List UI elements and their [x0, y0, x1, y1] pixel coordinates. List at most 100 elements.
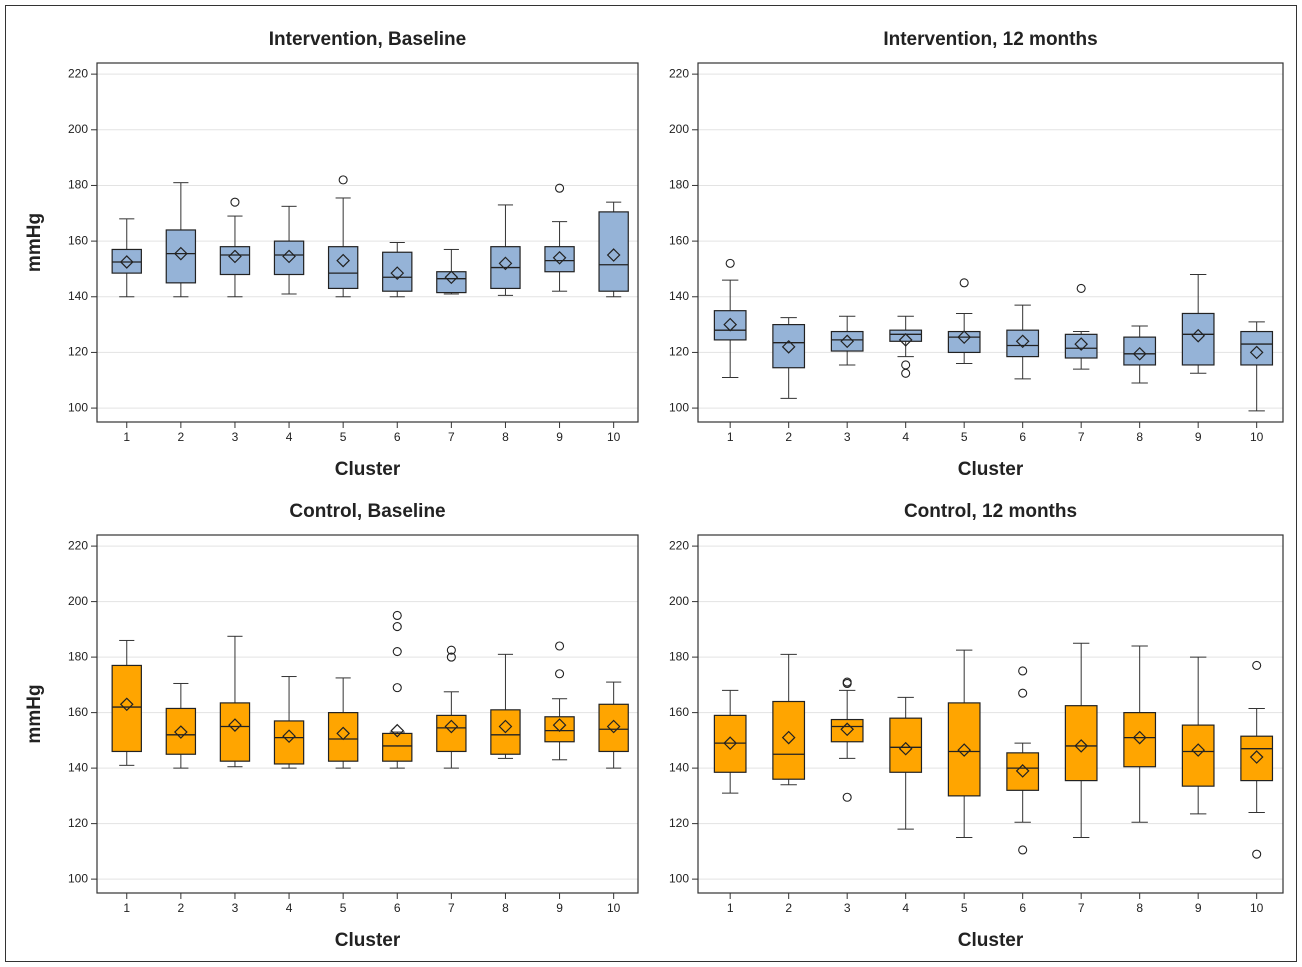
mean-marker: [119, 697, 134, 712]
outlier: [1018, 845, 1028, 855]
y-tick-label: 100: [68, 400, 88, 414]
mean-marker: [174, 725, 188, 739]
box: [436, 271, 467, 294]
box: [1181, 312, 1215, 366]
box: [544, 716, 575, 743]
x-tick-label: 1: [123, 430, 130, 444]
y-tick-label: 140: [68, 289, 88, 303]
x-tick-label: 9: [556, 901, 563, 915]
y-tick-label: 140: [68, 760, 88, 774]
y-tick-label: 160: [669, 705, 689, 719]
mean-marker: [228, 718, 242, 732]
chart-title: Control, 12 months: [904, 501, 1077, 522]
box: [219, 702, 251, 762]
x-axis-label: Cluster: [958, 930, 1024, 951]
x-tick-label: 2: [785, 901, 792, 915]
mean-marker: [1015, 764, 1030, 778]
y-tick-label: 180: [68, 178, 88, 192]
outlier: [392, 683, 402, 693]
mean-marker: [498, 256, 513, 271]
y-tick-label: 220: [669, 538, 689, 552]
mean-marker: [1249, 345, 1264, 360]
box: [111, 248, 142, 274]
outlier: [959, 278, 969, 288]
box: [273, 240, 305, 276]
x-tick-label: 3: [844, 430, 851, 444]
mean-marker: [957, 330, 972, 344]
y-tick-label: 200: [68, 122, 88, 136]
box: [1123, 336, 1157, 366]
mean-marker: [444, 719, 459, 734]
y-tick-label: 180: [669, 178, 689, 192]
mean-marker: [1074, 337, 1089, 351]
mean-marker: [390, 266, 405, 280]
box: [219, 246, 251, 276]
y-tick-label: 200: [68, 594, 88, 608]
x-tick-label: 9: [1195, 901, 1202, 915]
x-tick-label: 10: [1250, 430, 1264, 444]
outlier: [446, 652, 456, 662]
y-tick-label: 120: [68, 816, 88, 830]
y-axis-label: mmHg: [24, 684, 45, 743]
box: [111, 664, 142, 753]
mean-marker: [1191, 328, 1206, 343]
outlier: [1076, 283, 1086, 293]
outlier: [555, 669, 565, 679]
box: [772, 700, 806, 780]
x-tick-label: 6: [1019, 430, 1026, 444]
y-tick-label: 160: [68, 705, 88, 719]
box: [327, 246, 359, 290]
box: [1064, 333, 1098, 359]
x-tick-label: 5: [340, 901, 347, 915]
mean-marker: [781, 340, 796, 354]
box: [165, 229, 197, 284]
x-tick-label: 3: [232, 901, 239, 915]
mean-marker: [336, 253, 351, 268]
box: [1123, 712, 1157, 768]
outlier: [392, 610, 402, 621]
outlier: [1252, 660, 1262, 670]
outlier: [842, 792, 852, 802]
y-tick-label: 160: [669, 233, 689, 247]
y-tick-label: 120: [669, 345, 689, 359]
x-tick-label: 6: [394, 901, 401, 915]
chart-title: Intervention, Baseline: [269, 29, 466, 50]
x-tick-label: 5: [961, 430, 968, 444]
mean-marker: [723, 736, 738, 750]
mean-marker: [174, 246, 188, 261]
x-tick-label: 1: [727, 901, 734, 915]
y-tick-label: 100: [68, 871, 88, 885]
x-tick-label: 4: [902, 901, 909, 915]
y-axis-label: mmHg: [24, 213, 45, 272]
x-tick-label: 1: [727, 430, 734, 444]
outlier: [392, 647, 402, 657]
plot-frame: [96, 62, 639, 423]
x-tick-label: 4: [902, 430, 909, 444]
x-tick-label: 5: [340, 430, 347, 444]
y-tick-label: 100: [669, 400, 689, 414]
plot-frame: [697, 62, 1284, 423]
y-tick-label: 200: [669, 594, 689, 608]
mean-marker: [898, 741, 913, 756]
box: [830, 718, 864, 743]
mean-marker: [1015, 334, 1030, 349]
outlier: [725, 258, 735, 268]
x-tick-label: 5: [961, 901, 968, 915]
box: [889, 717, 923, 773]
x-tick-label: 8: [502, 901, 509, 915]
outlier: [1018, 666, 1028, 676]
mean-marker: [1249, 750, 1264, 764]
x-axis-label: Cluster: [335, 459, 401, 480]
outlier: [338, 175, 348, 185]
mean-marker: [840, 334, 855, 349]
x-tick-label: 4: [286, 430, 293, 444]
x-tick-label: 2: [178, 430, 185, 444]
y-tick-label: 200: [669, 122, 689, 136]
chart-title: Intervention, 12 months: [883, 29, 1097, 50]
plot-frame: [697, 534, 1284, 894]
outlier: [1018, 688, 1028, 698]
box: [165, 707, 197, 755]
chart-title: Control, Baseline: [289, 501, 445, 522]
x-tick-label: 8: [1136, 430, 1143, 444]
mean-marker: [1132, 730, 1147, 745]
